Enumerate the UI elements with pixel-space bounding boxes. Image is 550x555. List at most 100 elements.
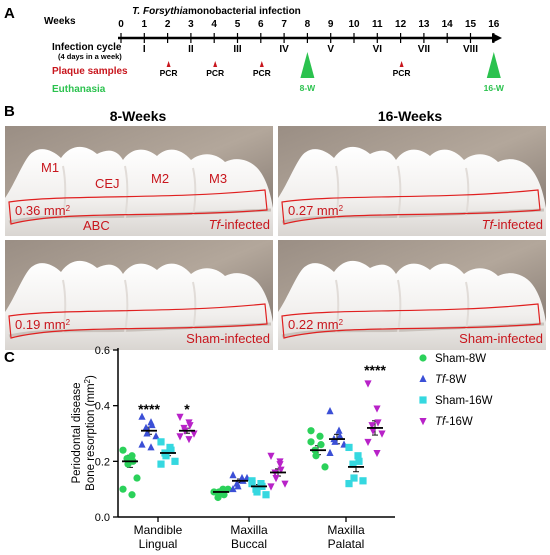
pcr-label: PCR [393, 68, 411, 78]
data-point [307, 427, 315, 435]
tooth-photos: 0.36 mm2 Tf-infected M1 CEJ M2 M3 ABC 0.27 mm2 T… [5, 126, 546, 350]
data-point [171, 457, 179, 465]
resorption-outline [281, 303, 541, 339]
y-tick-label: 0.0 [95, 512, 110, 524]
tooth-photo: 0.27 mm2 Tf-infected [278, 126, 546, 236]
cycle-label: III [233, 44, 242, 55]
data-point [147, 443, 155, 451]
data-point [253, 488, 261, 496]
week-tick-label: 9 [328, 19, 334, 30]
week-tick-label: 7 [281, 19, 287, 30]
col-header-16w: 16-Weeks [378, 108, 443, 124]
data-point [364, 380, 372, 388]
significance-label: **** [138, 401, 160, 417]
data-point [186, 422, 194, 430]
data-point [229, 484, 237, 493]
data-point [378, 430, 386, 438]
data-point [229, 471, 237, 479]
plaque-samples-label: Plaque samples [52, 66, 128, 77]
data-point [152, 432, 160, 440]
pcr-label: PCR [206, 68, 224, 78]
data-point [185, 436, 193, 444]
data-point [176, 413, 184, 421]
tooth-label-m3: M3 [209, 171, 227, 186]
data-point [350, 474, 358, 482]
legend-label: Sham-8W [435, 353, 486, 365]
week-tick-label: 16 [488, 19, 500, 30]
pcr-arrow-icon [399, 61, 404, 67]
euthanasia-point-label: 16-W [484, 83, 505, 93]
data-point [277, 466, 285, 474]
bone-resorption-chart: 0.0 0.2 0.4 0.6 Periodontal disease Bone reso… [71, 345, 395, 551]
legend-label: Sham-16W [435, 395, 493, 407]
data-point [276, 458, 284, 466]
data-point [176, 433, 184, 441]
data-point [281, 480, 289, 488]
euthanasia-point-label: 8-W [300, 83, 317, 93]
series-Sham-8W [119, 427, 329, 502]
data-point [354, 452, 362, 460]
data-point [364, 438, 372, 447]
euthanasia-arrow-icon [486, 52, 501, 78]
y-axis-label: Periodontal disease Bone resorption (mm2) [71, 375, 97, 491]
data-point [124, 460, 132, 468]
data-point [157, 460, 165, 468]
data-point [143, 429, 151, 437]
week-tick-label: 15 [465, 19, 477, 30]
chart-legend: Sham-8W Tf-8W Sham-16W Tf-16W [419, 353, 493, 428]
significance-label: **** [364, 362, 386, 378]
data-point [162, 452, 170, 460]
data-point [335, 426, 343, 434]
resorption-outline [8, 189, 268, 225]
legend-marker [419, 418, 427, 426]
area-value: 0.27 mm2 [288, 203, 344, 218]
group-label: Tf-infected [482, 217, 543, 232]
data-point [148, 420, 156, 429]
data-point [133, 474, 141, 482]
data-point [321, 463, 329, 471]
data-point [214, 493, 222, 502]
week-tick-label: 2 [165, 19, 171, 30]
data-point [368, 422, 376, 430]
data-point [167, 446, 175, 454]
data-point [138, 440, 146, 448]
week-tick-label: 4 [211, 19, 217, 30]
weeks-label: Weeks [44, 16, 76, 27]
group-label: Sham-infected [186, 331, 270, 346]
tooth-label-m1: M1 [41, 160, 59, 175]
pcr-arrow-icon [166, 61, 171, 67]
data-point [157, 438, 165, 446]
data-point [267, 483, 275, 491]
panel-b-letter: B [4, 103, 15, 120]
legend-marker [419, 396, 427, 404]
cycle-label: VI [373, 44, 383, 55]
data-point [326, 448, 334, 456]
data-point [326, 407, 334, 415]
data-point [331, 437, 339, 445]
category-label-line2: Buccal [231, 537, 267, 551]
legend-label: Tf-8W [435, 374, 466, 386]
pcr-arrow-icon [213, 61, 218, 67]
category-label-line2: Lingual [139, 537, 178, 551]
category-label-line1: Mandible [134, 523, 183, 537]
week-tick-label: 6 [258, 19, 264, 30]
group-label: Sham-infected [459, 331, 543, 346]
area-value: 0.36 mm2 [15, 203, 71, 218]
week-tick-label: 11 [372, 19, 383, 30]
pcr-marks: PCR PCR PCR PCR [160, 61, 411, 78]
panel-a-letter: A [4, 5, 15, 22]
cycle-label: VIII [463, 44, 478, 55]
resorption-outline [281, 189, 541, 225]
y-tick-label: 0.6 [95, 345, 110, 357]
y-tick-label: 0.2 [95, 456, 110, 468]
data-point [128, 491, 136, 499]
category-label-line1: Maxilla [327, 523, 365, 537]
series-Sham-16W [157, 438, 367, 499]
y-axis-label-line2: Bone resorption (mm2) [83, 375, 98, 491]
tooth-photo: 0.36 mm2 Tf-infected M1 CEJ M2 M3 ABC [5, 126, 273, 236]
panel-c-letter: C [4, 349, 15, 366]
data-point [119, 485, 127, 493]
week-ticks: 0 1 2 3 4 5 6 7 8 9 10 11 12 13 14 15 16 [118, 19, 500, 43]
area-value: 0.22 mm2 [288, 317, 344, 332]
